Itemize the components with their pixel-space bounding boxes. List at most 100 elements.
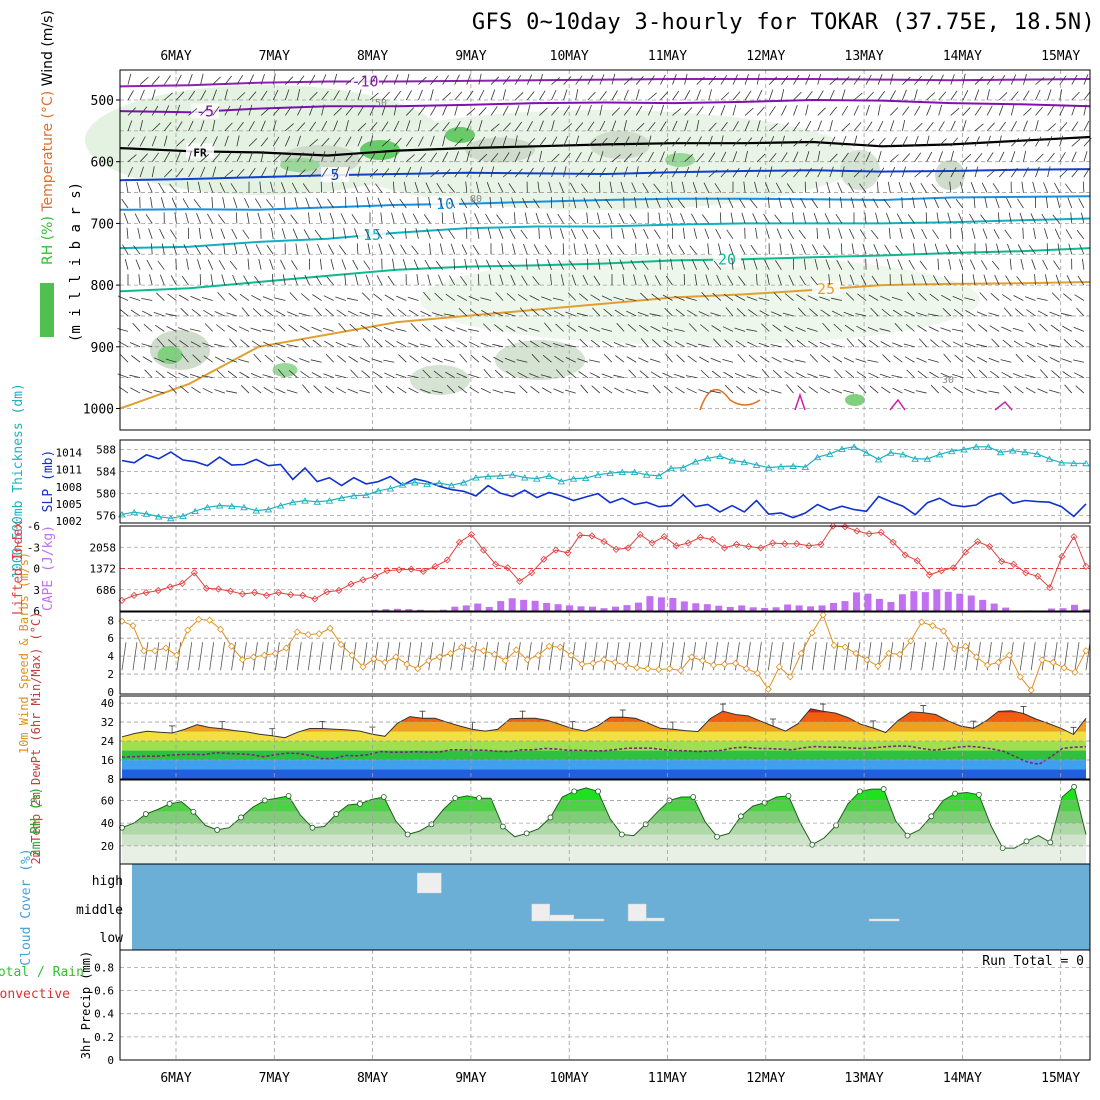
wind-barb (573, 243, 577, 255)
wind-barb (466, 107, 476, 116)
wind10m-point (578, 660, 586, 668)
wind-barb (655, 197, 661, 209)
cape-bar (1059, 608, 1067, 611)
wind-barb (236, 168, 245, 178)
wind-barb (208, 181, 214, 193)
wind-barb (418, 106, 426, 116)
wind-barb (139, 89, 145, 101)
wind-barb (272, 166, 278, 178)
wind-barb (710, 390, 721, 394)
wind-barb (793, 104, 798, 116)
li-point (528, 569, 536, 577)
wind-barb (255, 244, 262, 255)
wind-barb (251, 340, 262, 348)
isotherm-label-10: 10 (436, 195, 454, 213)
wind-barb (861, 197, 867, 209)
wind-barb (387, 275, 395, 286)
wind-barb (360, 324, 371, 332)
wind-barb (974, 76, 984, 85)
wind-barb (687, 309, 697, 317)
wind-barb (381, 121, 389, 132)
wind-barb (540, 374, 552, 379)
rh-blob-16 (272, 363, 298, 377)
wind-barb (502, 105, 509, 116)
wind-barb (211, 196, 214, 209)
cape-bar (1002, 607, 1010, 611)
wind10m-point (720, 660, 729, 668)
thickness-point (984, 443, 993, 450)
wind-barb (708, 89, 712, 101)
rh2m-point (333, 811, 340, 817)
cape-bar (393, 608, 401, 611)
wind-barb (478, 73, 482, 85)
li-point (781, 540, 789, 548)
cloud-bar-middle (549, 914, 575, 922)
wind-barb (1057, 243, 1061, 255)
isotherm-label-15: 15 (363, 226, 381, 244)
wind-barb (297, 135, 301, 147)
wind-barb (988, 312, 1000, 317)
wind-barb (315, 275, 322, 286)
wind-barb (738, 198, 746, 209)
wind-barb (413, 259, 419, 270)
wind-barb (1071, 74, 1078, 85)
wind-barb (575, 89, 579, 101)
wind-barb (529, 295, 540, 301)
cloud-category-low: low (100, 931, 124, 946)
wind-barb (831, 388, 843, 394)
wind-barb (260, 120, 266, 132)
wind-barb (665, 353, 673, 363)
wind-barb (433, 325, 443, 332)
wind-barb (363, 260, 371, 270)
wind-barb (393, 150, 398, 162)
wind-barb (519, 307, 528, 317)
wind-barb (160, 274, 165, 286)
wind-barb (555, 323, 564, 332)
wind-barb (578, 325, 588, 332)
wind-barb (684, 136, 691, 147)
wind-barb (956, 244, 964, 255)
wind-barb (331, 181, 335, 193)
wind-barb (1073, 359, 1084, 363)
wind-barb (395, 373, 407, 379)
wind-barb (589, 359, 600, 363)
wind-barb (468, 341, 480, 348)
wind-barb (629, 214, 637, 224)
wind-barb (321, 104, 325, 116)
wind-barb (953, 308, 964, 317)
wind-barb (571, 274, 577, 286)
wind-barb (1001, 294, 1012, 301)
wind-barb (882, 354, 891, 363)
wind-barb (950, 150, 954, 162)
thickness-point (923, 455, 932, 462)
wind-barb (974, 136, 980, 147)
wind-barb (625, 298, 637, 301)
wind-barb (311, 326, 322, 332)
wind-barb (919, 260, 927, 270)
wind-barb (587, 151, 593, 162)
wind-barb (732, 167, 740, 178)
rh2m-point (166, 800, 173, 807)
wind-barb (402, 212, 407, 224)
wind10m-point (1016, 673, 1024, 681)
wind-barb (431, 390, 443, 394)
temp-band (122, 769, 1086, 779)
wind-barb (514, 92, 524, 101)
wind10m-point (227, 642, 236, 650)
rh2m-point (238, 814, 244, 821)
wind-barb (744, 167, 751, 178)
wind-barb (938, 151, 943, 162)
wind-barb (992, 183, 1000, 193)
wind-barb (966, 323, 976, 332)
li-point (865, 530, 873, 538)
wind-barb (948, 258, 952, 270)
wind-barb (203, 309, 213, 317)
wind-barb (915, 390, 927, 394)
wind-barb (601, 328, 613, 332)
wind-barb (1079, 243, 1085, 255)
wind-barb (1059, 89, 1063, 101)
wind-barb (295, 243, 298, 255)
wind-barb (608, 258, 613, 270)
wind-barb (962, 107, 971, 116)
thickness-ytick-580: 580 (96, 488, 116, 501)
